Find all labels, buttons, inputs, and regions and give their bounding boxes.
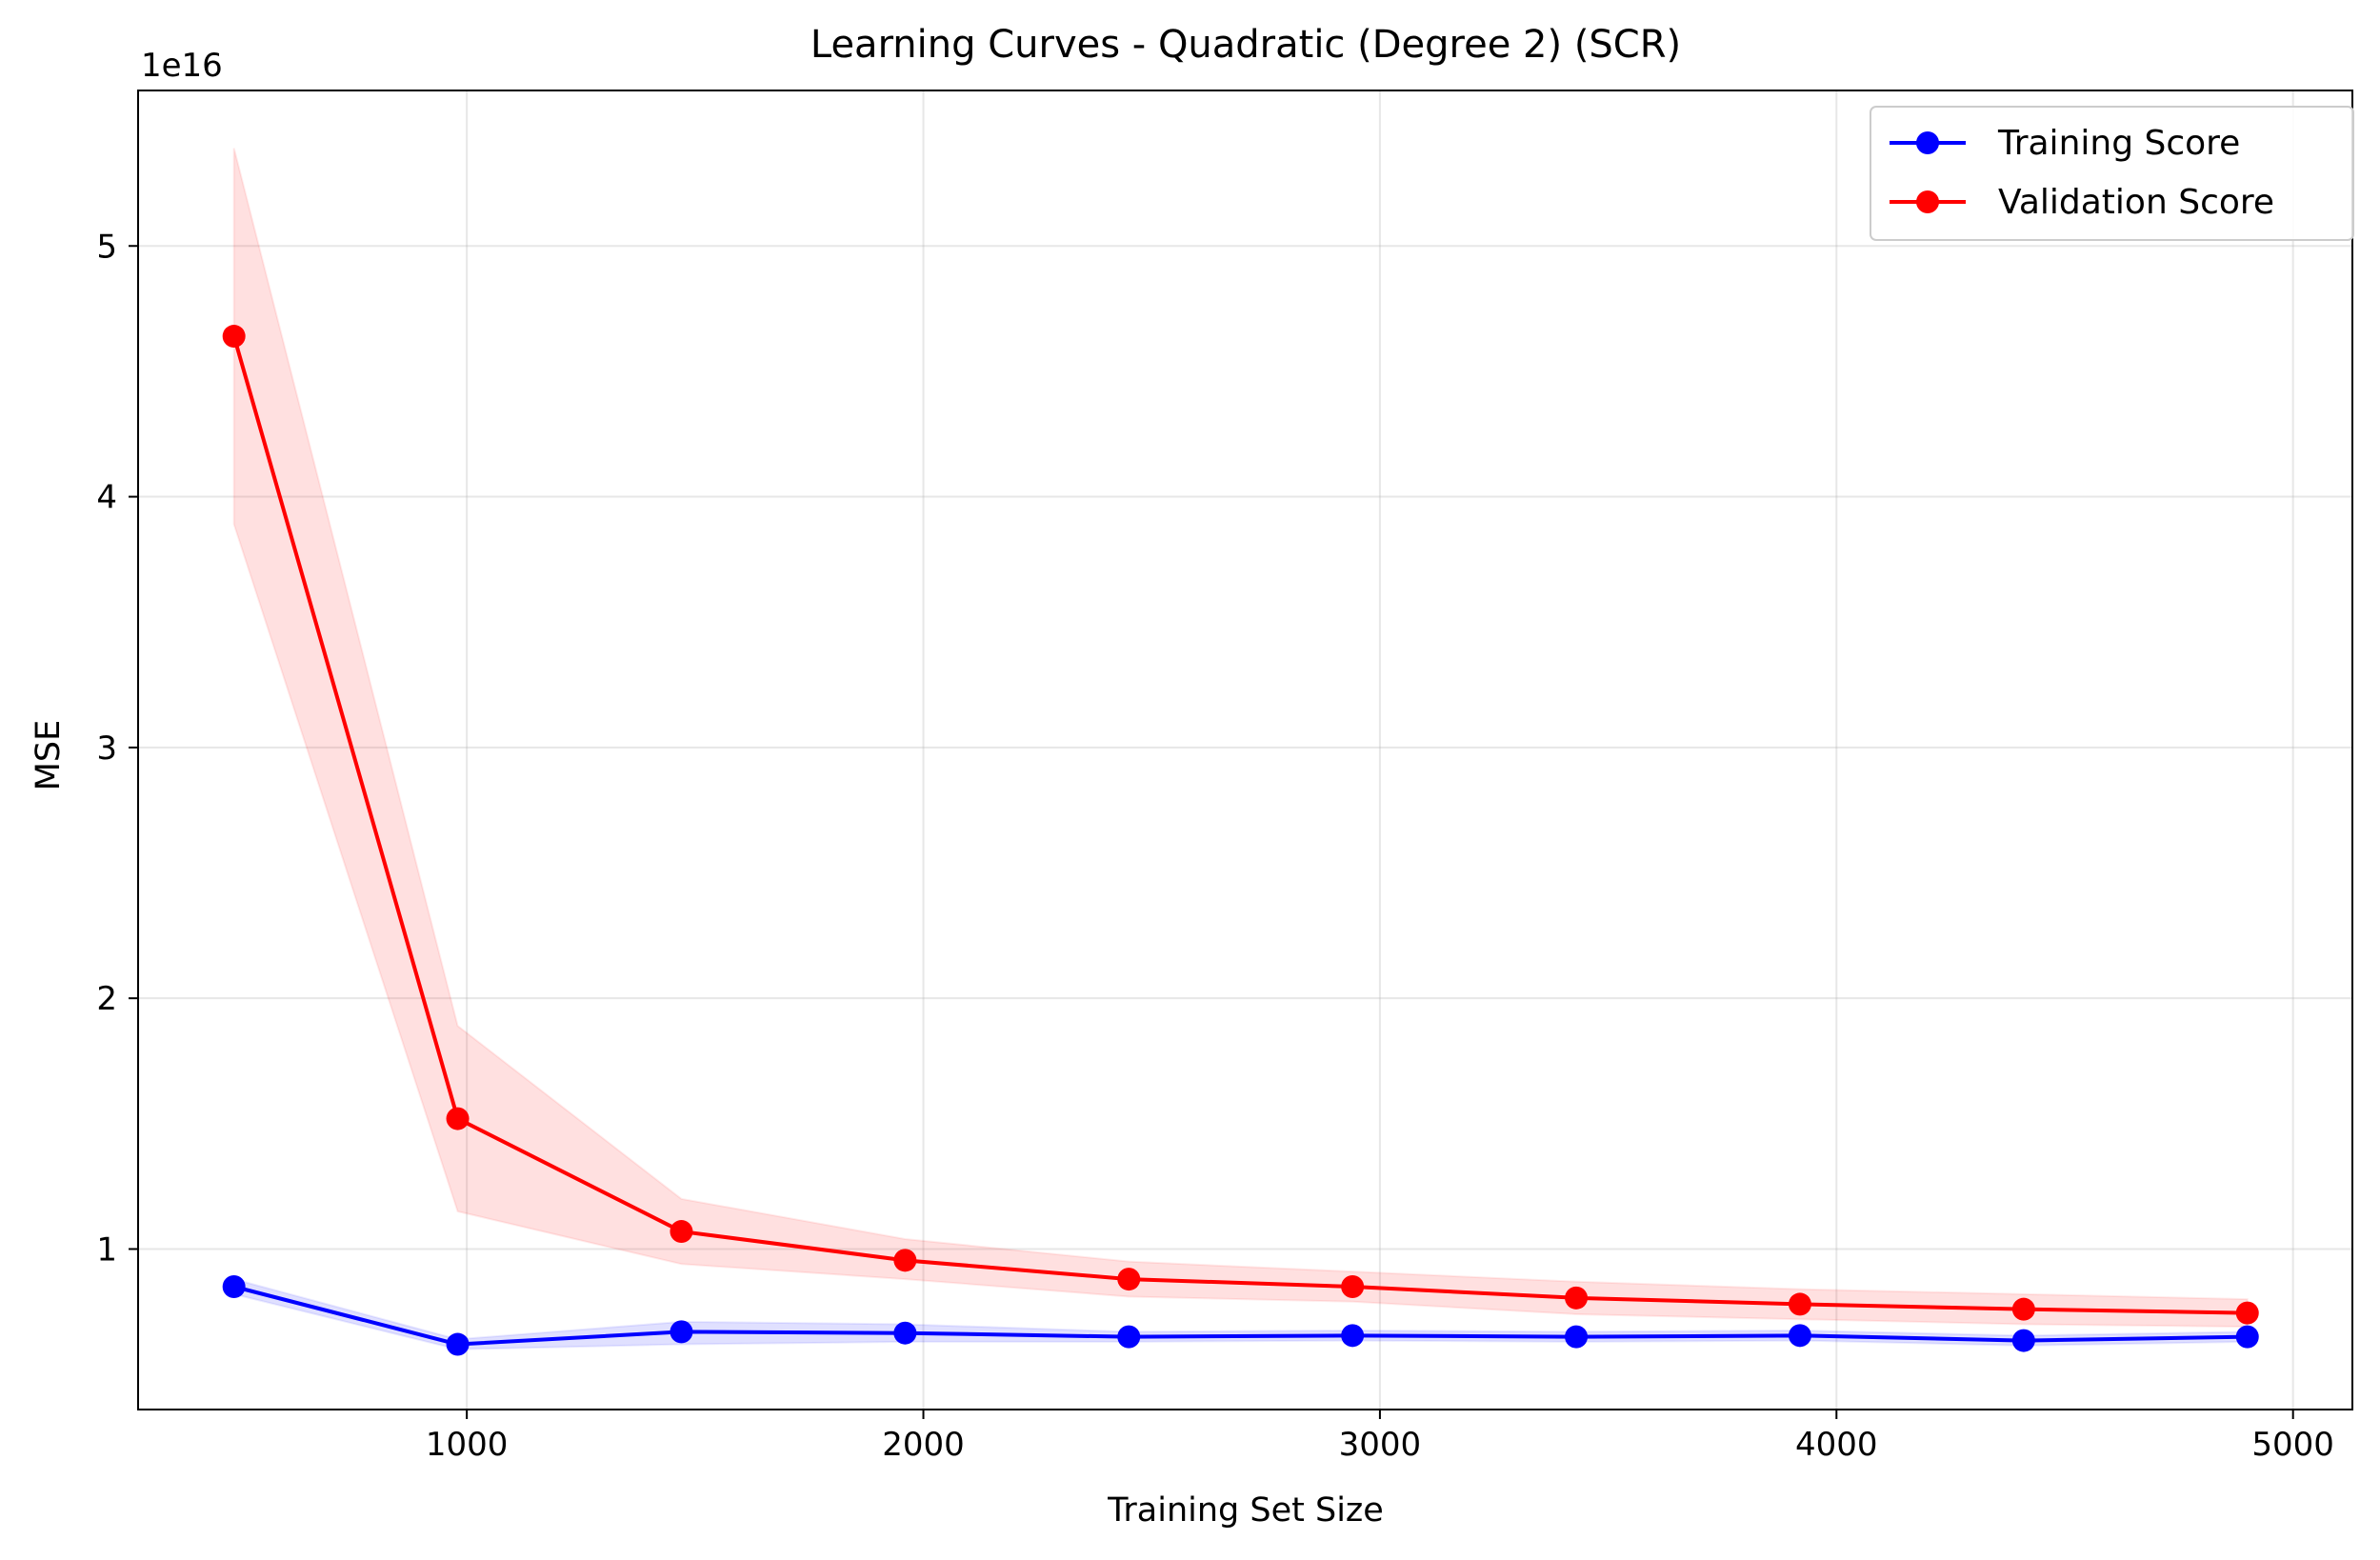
legend-label-training: Training Score bbox=[1997, 124, 2240, 163]
point-validation-score bbox=[1117, 1268, 1141, 1291]
legend-marker-training bbox=[1916, 131, 1939, 154]
point-validation-score bbox=[670, 1220, 693, 1244]
legend-label-validation: Validation Score bbox=[1998, 183, 2274, 222]
y-tick-label: 2 bbox=[96, 980, 117, 1018]
point-training-score bbox=[2011, 1329, 2035, 1352]
line-validation-score bbox=[231, 335, 2248, 1315]
y-tick-label: 4 bbox=[96, 479, 117, 517]
legend-box bbox=[1870, 106, 2354, 241]
point-training-score bbox=[1565, 1325, 1589, 1349]
point-validation-score bbox=[1565, 1286, 1589, 1310]
x-tick-label: 4000 bbox=[1795, 1426, 1878, 1464]
point-validation-score bbox=[893, 1249, 917, 1272]
x-tick-label: 5000 bbox=[2251, 1426, 2334, 1464]
y-axis-label: MSE bbox=[30, 720, 68, 791]
point-validation-score bbox=[2011, 1297, 2035, 1321]
y-tick-label: 3 bbox=[96, 730, 117, 768]
point-training-score bbox=[2235, 1325, 2259, 1349]
point-validation-score bbox=[222, 325, 246, 349]
plot-frame bbox=[137, 90, 2353, 1410]
y-axis-offset-label: 1e16 bbox=[141, 47, 223, 85]
y-tick-label: 1 bbox=[96, 1230, 117, 1269]
series-lines bbox=[231, 335, 2248, 1347]
point-validation-score bbox=[2235, 1301, 2259, 1325]
point-training-score bbox=[1788, 1324, 1811, 1348]
axis-ticks: 1000 2000 3000 4000 5000 1 2 3 4 5 bbox=[96, 228, 2334, 1464]
point-training-score bbox=[1117, 1325, 1141, 1349]
series-markers bbox=[222, 325, 2259, 1356]
legend-marker-validation bbox=[1916, 190, 1939, 213]
legend: Training Score Validation Score bbox=[1870, 106, 2354, 241]
point-validation-score bbox=[1341, 1274, 1365, 1298]
y-tick-label: 5 bbox=[96, 228, 117, 266]
x-axis-label: Training Set Size bbox=[1107, 1491, 1384, 1530]
point-training-score bbox=[893, 1321, 917, 1345]
legend-item-validation: Validation Score bbox=[1890, 183, 2274, 222]
point-validation-score bbox=[446, 1107, 470, 1130]
x-tick-label: 3000 bbox=[1339, 1426, 1422, 1464]
x-tick-label: 1000 bbox=[426, 1426, 509, 1464]
line-training-score bbox=[233, 1285, 2248, 1347]
point-training-score bbox=[1341, 1324, 1365, 1348]
legend-item-training: Training Score bbox=[1890, 124, 2240, 163]
point-training-score bbox=[222, 1274, 246, 1298]
point-training-score bbox=[670, 1320, 693, 1344]
grid bbox=[138, 90, 2352, 1410]
point-validation-score bbox=[1788, 1292, 1811, 1316]
chart-title: Learning Curves - Quadratic (Degree 2) (… bbox=[810, 23, 1681, 67]
point-training-score bbox=[446, 1332, 470, 1356]
x-tick-label: 2000 bbox=[882, 1426, 965, 1464]
